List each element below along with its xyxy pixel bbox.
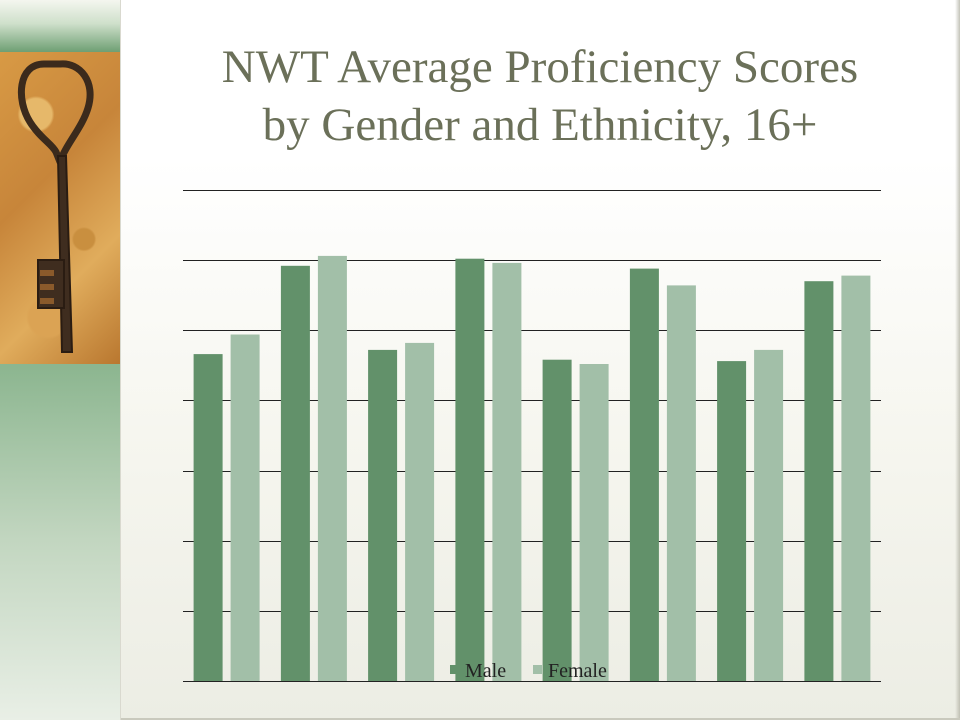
bar-female-1 (230, 334, 260, 681)
left-bar-top-band (0, 0, 120, 52)
legend-swatch-male (450, 665, 459, 674)
slide-title-line-1: NWT Average Proficiency Scores (221, 41, 859, 93)
bar-male-4 (455, 258, 485, 681)
bar-female-5 (579, 364, 609, 681)
bar-male-1 (193, 354, 223, 681)
bar-female-6 (666, 285, 696, 681)
legend-label-male: Male (465, 660, 506, 682)
bar-female-2 (317, 255, 347, 681)
chart-bars (193, 255, 871, 681)
bar-male-2 (280, 265, 310, 681)
slide-title: NWT Average Proficiency Scores by Gender… (140, 38, 940, 154)
slide-title-line-2: by Gender and Ethnicity, 16+ (262, 99, 818, 151)
bar-male-7 (717, 361, 747, 681)
panel-right-shadow (955, 0, 960, 720)
key-icon (17, 60, 94, 353)
chart-legend: Male Female (450, 660, 607, 682)
bar-female-3 (405, 342, 435, 681)
bar-female-7 (754, 349, 784, 681)
bar-male-8 (804, 281, 834, 681)
bar-male-5 (542, 359, 572, 681)
bar-female-8 (841, 275, 871, 681)
panel-bottom-edge (121, 718, 960, 720)
key-photo (0, 52, 120, 364)
bar-female-4 (492, 262, 522, 681)
bar-male-3 (368, 349, 398, 681)
legend-swatch-female (533, 665, 542, 674)
legend-label-female: Female (548, 660, 607, 682)
bar-male-6 (629, 268, 659, 681)
